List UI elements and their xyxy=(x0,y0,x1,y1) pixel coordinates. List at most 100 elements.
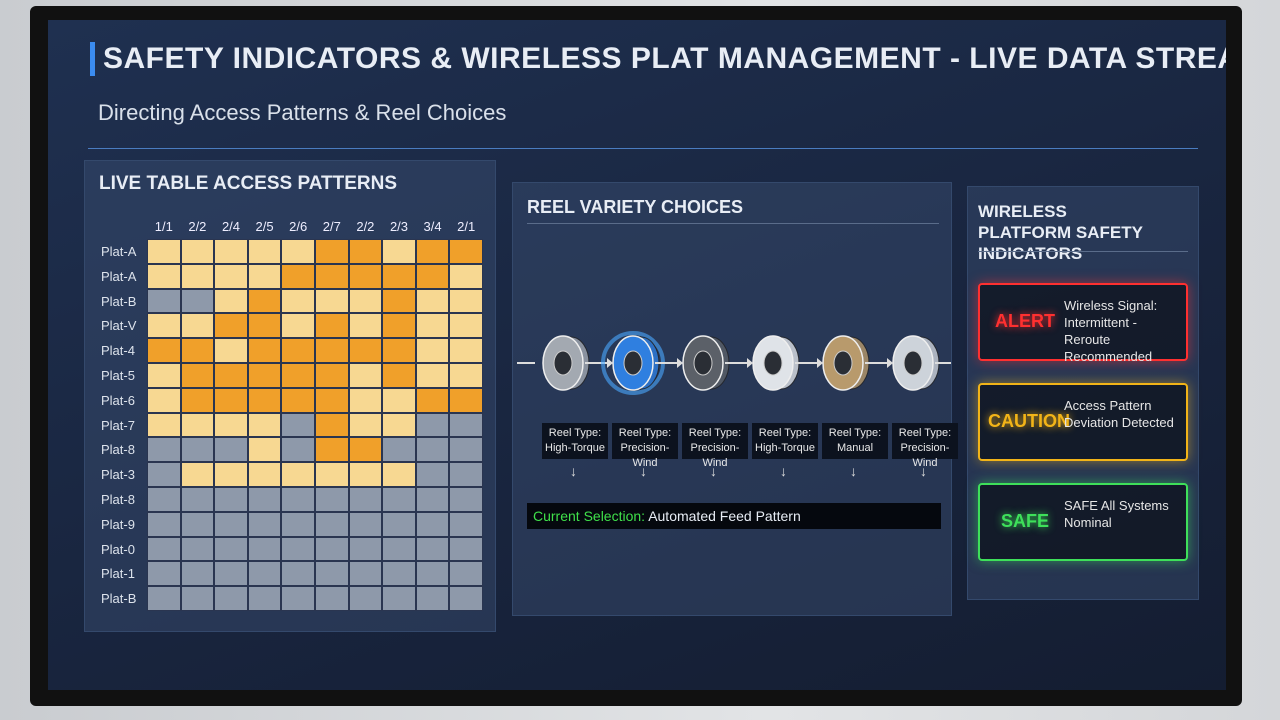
heat-cell xyxy=(315,239,349,264)
heat-cell xyxy=(214,387,248,413)
heat-cell xyxy=(382,288,416,314)
reel-label: Reel Type: Precision-Wind xyxy=(612,423,678,469)
heat-cell xyxy=(214,412,248,438)
reel-type-kind: High-Torque xyxy=(545,442,605,454)
heat-cell xyxy=(449,561,483,587)
column-header: 2/4 xyxy=(221,219,241,234)
indicator: CAUTION Access Pattern Deviation Detected xyxy=(978,383,1188,461)
row-label: Plat-0 xyxy=(101,541,135,557)
indicator-message: SAFE All Systems Nominal xyxy=(1064,498,1169,530)
heat-cell xyxy=(247,412,282,438)
heat-cell xyxy=(180,462,215,487)
arrow-head xyxy=(887,358,893,368)
heat-cell xyxy=(449,437,483,463)
heat-cell xyxy=(415,561,450,587)
column-header: 3/4 xyxy=(423,219,442,234)
heat-cell xyxy=(382,462,416,487)
down-arrow: ↓ xyxy=(710,463,717,479)
heat-cell xyxy=(247,363,282,388)
heat-cell xyxy=(348,363,383,388)
heat-cell xyxy=(315,263,349,289)
column-header: 2/2 xyxy=(188,219,207,234)
heat-cell xyxy=(180,536,215,562)
heat-cell xyxy=(281,313,315,339)
heat-cell xyxy=(147,387,181,413)
heat-cell xyxy=(449,511,483,537)
heat-cell xyxy=(415,387,450,413)
reel-type-label: Reel Type: xyxy=(618,427,672,439)
row-label: Plat-8 xyxy=(101,442,135,458)
heat-cell xyxy=(180,313,215,339)
reel-label: Reel Type: Precision-Wind xyxy=(892,423,958,469)
reel-hub xyxy=(623,350,643,376)
heat-cell xyxy=(415,239,450,264)
row-label: Plat-6 xyxy=(101,392,135,408)
reel-type-label: Reel Type: xyxy=(758,427,812,439)
reel-graphics xyxy=(517,331,951,395)
heat-cell xyxy=(382,586,416,611)
heat-cell xyxy=(348,462,383,487)
heat-cell xyxy=(180,437,215,463)
heat-cell xyxy=(315,561,349,587)
heat-cell xyxy=(382,387,416,413)
heat-cell xyxy=(382,561,416,587)
heat-cell xyxy=(214,313,248,339)
reel-hub xyxy=(553,350,573,376)
heat-cell xyxy=(180,561,215,587)
heat-cell xyxy=(382,511,416,537)
heat-cell xyxy=(147,239,181,264)
heat-cell xyxy=(449,586,483,611)
heat-cell xyxy=(247,462,282,487)
heat-cell xyxy=(449,487,483,512)
divider xyxy=(527,223,939,224)
heat-cell xyxy=(281,487,315,512)
heat-cell xyxy=(415,586,450,611)
heat-cell xyxy=(382,338,416,363)
column-header: 2/2 xyxy=(356,219,375,234)
heat-cell xyxy=(180,239,215,264)
heat-cell xyxy=(382,363,416,388)
reel-type-kind: Precision-Wind xyxy=(900,442,950,469)
reel-hub xyxy=(903,350,923,376)
row-label: Plat-5 xyxy=(101,368,135,383)
heat-cell xyxy=(415,338,450,363)
column-header: 2/1 xyxy=(457,219,476,234)
reel-hub xyxy=(833,350,853,376)
heat-cell xyxy=(180,338,215,363)
heat-cell xyxy=(180,412,215,438)
heat-cell xyxy=(281,363,315,388)
heat-cell xyxy=(247,313,282,339)
row-label: Plat-9 xyxy=(101,516,135,532)
heat-cell xyxy=(348,338,383,363)
heat-cell xyxy=(247,487,282,512)
heat-cell xyxy=(214,511,248,537)
heat-cell xyxy=(449,263,483,289)
selection-value: Automated Feed Pattern xyxy=(648,508,801,524)
page-subtitle: Directing Access Patterns & Reel Choices xyxy=(98,100,507,125)
heat-cell xyxy=(214,437,248,463)
heat-cell xyxy=(147,561,181,587)
heat-cell xyxy=(180,288,215,314)
heat-cell xyxy=(382,263,416,289)
indicator-message: Access Pattern Deviation Detected xyxy=(1064,398,1174,430)
heat-cell xyxy=(281,263,315,289)
heat-cell xyxy=(449,412,483,438)
page-title: SAFETY INDICATORS & WIRELESS PLAT MANAGE… xyxy=(90,42,1226,76)
heat-cell xyxy=(348,263,383,289)
heat-cell xyxy=(415,536,450,562)
divider xyxy=(88,148,1198,149)
heat-cell xyxy=(382,412,416,438)
down-arrow: ↓ xyxy=(640,463,647,479)
down-arrow: ↓ xyxy=(570,463,577,479)
reel-type-kind: High-Torque xyxy=(755,442,815,454)
arrow-head xyxy=(747,358,753,368)
heat-cell xyxy=(348,313,383,339)
heat-cell xyxy=(315,536,349,562)
heat-cell xyxy=(449,387,483,413)
heat-cell xyxy=(214,288,248,314)
indicator-status: ALERT xyxy=(995,311,1055,331)
heat-cell xyxy=(247,288,282,314)
row-label: Plat-V xyxy=(101,318,137,334)
column-header: 2/7 xyxy=(322,219,341,234)
